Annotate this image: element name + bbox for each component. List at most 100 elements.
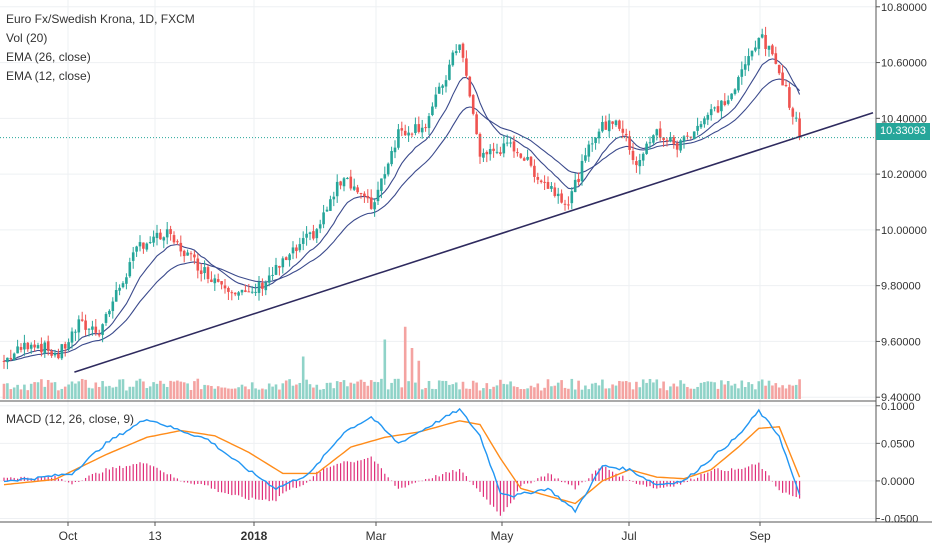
candle-body <box>584 155 587 161</box>
candle-body <box>369 197 373 209</box>
volume-bar <box>301 356 305 399</box>
volume-bar <box>543 387 546 399</box>
candle <box>176 239 179 246</box>
candle-body <box>271 274 274 276</box>
volume-bar <box>138 378 142 399</box>
volume-bar <box>658 388 662 399</box>
histogram-bar <box>163 472 165 481</box>
macd-tick-label: 0.0000 <box>881 476 915 488</box>
time-tick-label: May <box>491 529 514 543</box>
candle <box>658 121 662 142</box>
candle <box>87 328 91 337</box>
volume-bar <box>118 379 121 399</box>
candle <box>393 140 397 159</box>
candle-body <box>267 275 271 283</box>
candle <box>2 354 6 369</box>
histogram-bar <box>13 477 15 481</box>
volume-bar <box>468 388 472 399</box>
candle-body <box>138 242 142 247</box>
candle <box>80 311 84 322</box>
histogram-bar <box>159 470 161 481</box>
volume-bar <box>526 388 529 399</box>
time-tick-label: Oct <box>59 529 78 543</box>
candle <box>250 286 254 294</box>
volume-bar <box>716 388 720 399</box>
histogram-bar <box>312 476 314 481</box>
histogram-bar <box>625 480 627 481</box>
candle-body <box>444 80 448 87</box>
candle <box>237 291 240 300</box>
candle-body <box>383 174 387 179</box>
candle-body <box>733 89 737 94</box>
candle-body <box>624 133 628 136</box>
vol-legend[interactable]: Vol (20) <box>6 31 48 45</box>
histogram-bar <box>700 474 702 481</box>
candle-body <box>288 254 291 261</box>
histogram-bar <box>217 480 219 493</box>
candle <box>431 102 434 117</box>
volume-bar <box>325 382 329 399</box>
histogram-bar <box>316 471 318 481</box>
volume-bar <box>373 381 376 399</box>
candle <box>335 174 339 203</box>
candle-body <box>230 292 234 294</box>
histogram-bar <box>547 473 549 481</box>
histogram-bar <box>350 461 352 481</box>
histogram-bar <box>17 478 19 481</box>
candle-body <box>536 176 540 180</box>
volume-bar <box>159 380 162 399</box>
candle-body <box>631 150 635 160</box>
candle-body <box>767 45 771 50</box>
ema12-legend[interactable]: EMA (12, close) <box>6 69 91 83</box>
candle-body <box>468 76 472 97</box>
candle-body <box>553 187 557 196</box>
candle-body <box>577 178 580 183</box>
candle-body <box>662 137 665 140</box>
volume-bar <box>692 388 696 399</box>
volume-bar <box>587 389 591 399</box>
histogram-bar <box>414 480 416 483</box>
histogram-bar <box>642 480 644 485</box>
candle <box>29 342 33 354</box>
histogram-bar <box>346 461 348 481</box>
volume-bar <box>342 380 346 399</box>
histogram-bar <box>54 475 56 481</box>
candle <box>740 61 744 85</box>
candle-body <box>550 186 553 189</box>
symbol-title[interactable]: Euro Fx/Swedish Krona, 1D, FXCM <box>6 12 195 26</box>
ema26-legend[interactable]: EMA (26, close) <box>6 50 91 64</box>
volume-bar <box>87 387 91 399</box>
candle <box>458 44 461 53</box>
candle-body <box>730 93 733 100</box>
candle-body <box>645 143 648 154</box>
histogram-bar <box>149 465 151 481</box>
histogram-bar <box>244 480 246 499</box>
candle <box>672 135 676 149</box>
volume-bar <box>512 386 516 399</box>
candle <box>386 162 390 177</box>
candle <box>312 224 315 241</box>
histogram-bar <box>629 479 631 481</box>
volume-bar <box>295 384 298 399</box>
candle <box>254 283 257 296</box>
candle-body <box>172 235 176 243</box>
volume-bar <box>652 382 655 399</box>
histogram-bar <box>224 480 226 494</box>
volume-bar <box>152 382 155 399</box>
candle-body <box>706 114 710 120</box>
macd-tick-label: 0.0500 <box>881 438 915 450</box>
macd-legend[interactable]: MACD (12, 26, close, 9) <box>6 412 135 426</box>
volume-bar <box>764 385 767 399</box>
candle <box>298 237 302 253</box>
candle <box>512 135 516 158</box>
candle <box>607 113 611 138</box>
candle <box>322 204 325 229</box>
candle <box>36 342 40 349</box>
candle-body <box>145 243 149 250</box>
volume-bar <box>621 381 625 399</box>
volume-bar <box>104 386 108 399</box>
volume-bar <box>216 386 220 399</box>
candle <box>570 187 574 210</box>
histogram-bar <box>438 476 440 481</box>
